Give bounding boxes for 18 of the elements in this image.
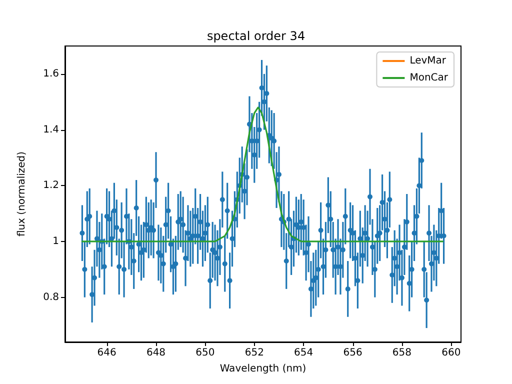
chart-title: spectal order 34 xyxy=(206,29,306,43)
x-tick-label: 660 xyxy=(442,348,461,358)
legend-label: MonCar xyxy=(410,72,449,84)
x-tick-label: 648 xyxy=(146,348,166,358)
y-axis-title: flux (normalized) xyxy=(16,151,28,237)
x-tick-label: 652 xyxy=(244,348,264,358)
legend-label: LevMar xyxy=(410,56,447,66)
x-tick-label: 658 xyxy=(392,348,412,358)
x-tick-label: 654 xyxy=(294,348,314,358)
y-tick-label: 1.4 xyxy=(43,124,59,136)
y-tick-label: 1.6 xyxy=(43,68,59,80)
y-tick-label: 1.2 xyxy=(43,180,59,192)
x-tick-label: 646 xyxy=(97,348,116,358)
y-tick-label: 0.8 xyxy=(43,292,59,303)
x-tick-label: 656 xyxy=(343,348,362,358)
x-axis-title: Wavelength (nm) xyxy=(220,364,306,374)
y-tick-label: 1 xyxy=(52,236,59,247)
x-tick-label: 650 xyxy=(196,348,215,358)
